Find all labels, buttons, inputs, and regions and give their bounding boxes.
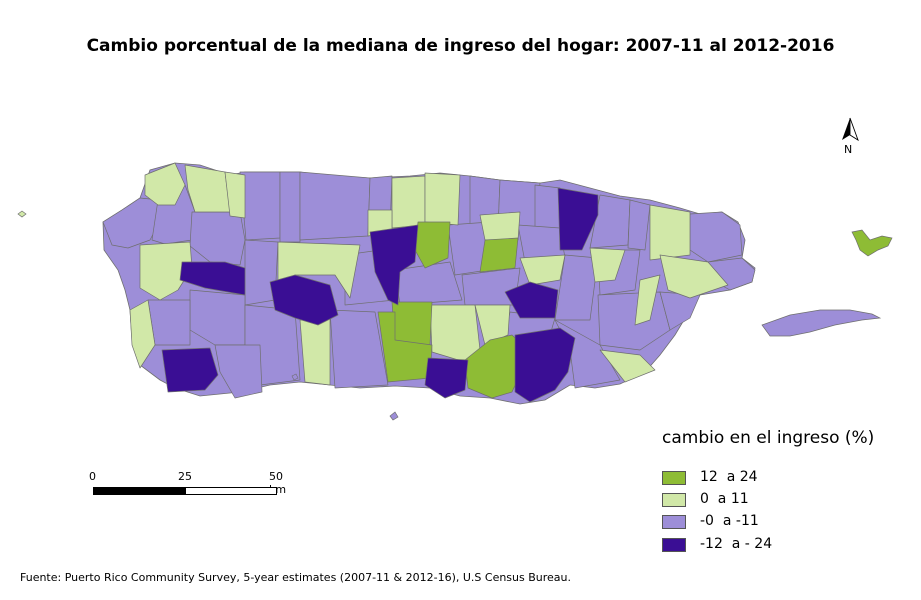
legend-swatch [662, 515, 686, 529]
culebra-island [851, 229, 893, 257]
municipality [377, 311, 433, 383]
municipality [299, 171, 371, 241]
north-label: N [844, 143, 853, 156]
legend-label: -12 a - 24 [700, 536, 773, 552]
municipality [589, 247, 626, 283]
municipality [329, 309, 389, 389]
legend-label: 12 a 24 [700, 469, 758, 485]
desecheo-island [17, 210, 27, 218]
municipality [391, 175, 426, 229]
municipality [369, 224, 419, 306]
municipality [479, 211, 521, 241]
municipality [279, 171, 301, 243]
municipality [519, 254, 566, 286]
municipality [627, 199, 651, 251]
municipality [214, 344, 263, 399]
municipality [391, 301, 433, 346]
municipality [239, 171, 281, 241]
municipality [269, 274, 339, 326]
municipality [514, 327, 576, 403]
legend-label: -0 a -11 [700, 513, 759, 529]
municipality [429, 304, 481, 363]
municipality [659, 254, 729, 299]
source-note: Fuente: Puerto Rico Community Survey, 5-… [20, 571, 572, 584]
scale-bar-black-segment [93, 487, 185, 495]
legend-item: -0 a -11 [662, 513, 892, 531]
municipality [479, 237, 519, 273]
legend-title: cambio en el ingreso (%) [662, 428, 875, 448]
municipality [184, 164, 231, 213]
municipality [599, 349, 656, 383]
municipality [557, 187, 599, 251]
municipality [554, 254, 599, 321]
municipality [504, 281, 559, 319]
municipality [474, 304, 511, 346]
caja-de-muertos-island [389, 411, 399, 421]
map-title: Cambio porcentual de la mediana de ingre… [86, 36, 835, 56]
municipality [139, 241, 193, 301]
legend-swatch [662, 538, 686, 552]
municipality [299, 317, 331, 386]
scale-tick-25: 25 [178, 470, 192, 483]
municipality [144, 162, 186, 206]
legend-item: 12 a 24 [662, 469, 892, 487]
legend-swatch [662, 493, 686, 507]
legend-swatch [662, 471, 686, 485]
municipality [634, 274, 661, 326]
municipality [649, 204, 691, 261]
scale-bar-white-segment [185, 487, 277, 495]
legend-label: 0 a 11 [700, 491, 749, 507]
municipality [179, 261, 246, 296]
legend: cambio en el ingreso (%) 12 a 24 0 a 11 … [662, 428, 902, 558]
cayo-islet [291, 373, 299, 381]
municipality [424, 357, 469, 399]
legend-item: -12 a - 24 [662, 536, 892, 554]
municipality [224, 171, 246, 219]
municipality [424, 172, 461, 226]
vieques-island [761, 309, 882, 337]
legend-item: 0 a 11 [662, 491, 892, 509]
municipality [161, 347, 219, 393]
scale-tick-0: 0 [89, 470, 96, 483]
north-arrow-icon [842, 117, 859, 142]
municipality [129, 299, 156, 369]
scale-bar: 0 25 50 km [89, 470, 286, 500]
